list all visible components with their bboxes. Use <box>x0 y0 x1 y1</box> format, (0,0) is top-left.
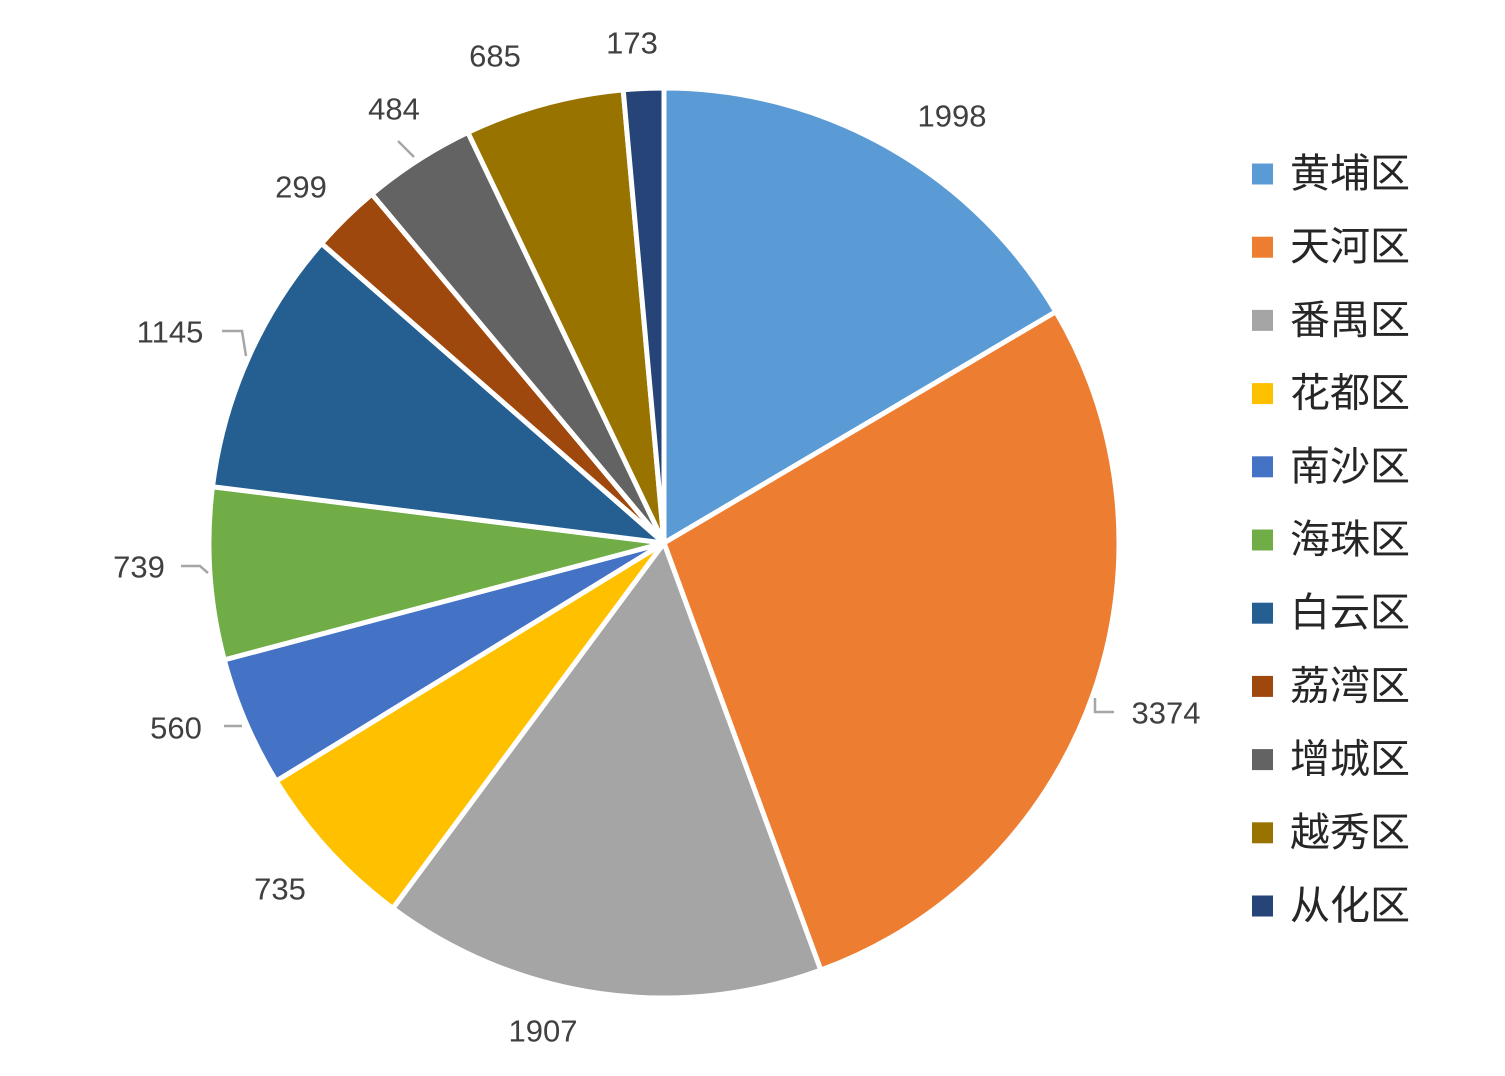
legend-swatch-6 <box>1252 529 1273 551</box>
legend-label-7: 白云区 <box>1290 590 1410 636</box>
pie-slice-10 <box>465 87 667 546</box>
pie-slice-11 <box>620 85 667 546</box>
data-label-1: 1998 <box>918 99 987 134</box>
legend-label-4: 花都区 <box>1290 371 1410 417</box>
legend-label-9: 增城区 <box>1290 737 1410 783</box>
legend-item-11: 从化区 <box>1252 883 1410 929</box>
legend-item-5: 南沙区 <box>1252 444 1410 490</box>
legend-swatch-7 <box>1252 602 1273 624</box>
legend-item-10: 越秀区 <box>1252 810 1410 856</box>
data-label-11: 173 <box>606 26 658 61</box>
pie-slice-2 <box>661 309 1122 973</box>
data-label-3: 1907 <box>509 1014 578 1049</box>
legend-item-4: 花都区 <box>1252 371 1410 417</box>
pie-slices <box>206 85 1122 1001</box>
legend-label-5: 南沙区 <box>1290 444 1410 490</box>
pie-slice-3 <box>390 540 824 1001</box>
legend-item-7: 白云区 <box>1252 590 1410 636</box>
data-label-8: 299 <box>275 170 327 205</box>
pie-slice-7 <box>209 240 667 546</box>
legend-label-11: 从化区 <box>1290 883 1410 929</box>
legend-label-2: 天河区 <box>1290 224 1410 270</box>
leader-line-7 <box>222 329 248 357</box>
legend-label-6: 海珠区 <box>1290 517 1410 563</box>
legend-label-8: 荔湾区 <box>1290 663 1410 709</box>
data-label-7: 1145 <box>137 315 204 350</box>
legend-item-8: 荔湾区 <box>1252 663 1410 709</box>
data-label-5: 560 <box>150 711 202 746</box>
legend-swatch-8 <box>1252 675 1273 697</box>
leader-line-2 <box>1093 698 1114 714</box>
data-label-2: 3374 <box>1132 696 1201 731</box>
legend-item-1: 黄埔区 <box>1252 151 1410 197</box>
leader-line-9 <box>397 140 415 158</box>
legend-swatch-4 <box>1252 383 1273 405</box>
legend-label-3: 番禺区 <box>1290 297 1410 343</box>
legend-item-9: 增城区 <box>1252 737 1410 783</box>
legend-item-6: 海珠区 <box>1252 517 1410 563</box>
data-label-9: 484 <box>368 92 420 127</box>
legend-swatch-5 <box>1252 456 1273 478</box>
leader-line-6 <box>181 564 209 574</box>
legend-swatch-10 <box>1252 822 1273 844</box>
legend-item-3: 番禺区 <box>1252 297 1410 343</box>
data-label-6: 739 <box>113 550 165 585</box>
pie-slice-4 <box>273 540 667 911</box>
legend-label-10: 越秀区 <box>1290 810 1410 856</box>
legend-item-2: 天河区 <box>1252 224 1410 270</box>
legend-swatch-1 <box>1252 163 1273 185</box>
data-label-4: 735 <box>254 872 306 907</box>
data-label-10: 685 <box>469 39 521 74</box>
pie-slice-1 <box>661 85 1059 546</box>
legend-swatch-2 <box>1252 236 1273 258</box>
leader-lines <box>181 140 1114 728</box>
legend-swatch-11 <box>1252 895 1273 917</box>
data-labels: 1998 3374 1907 735 560 739 1145 299 484 685 173 <box>113 26 1200 1049</box>
legend-label-1: 黄埔区 <box>1290 151 1410 197</box>
legend-swatch-9 <box>1252 749 1273 771</box>
legend-swatch-3 <box>1252 309 1273 331</box>
